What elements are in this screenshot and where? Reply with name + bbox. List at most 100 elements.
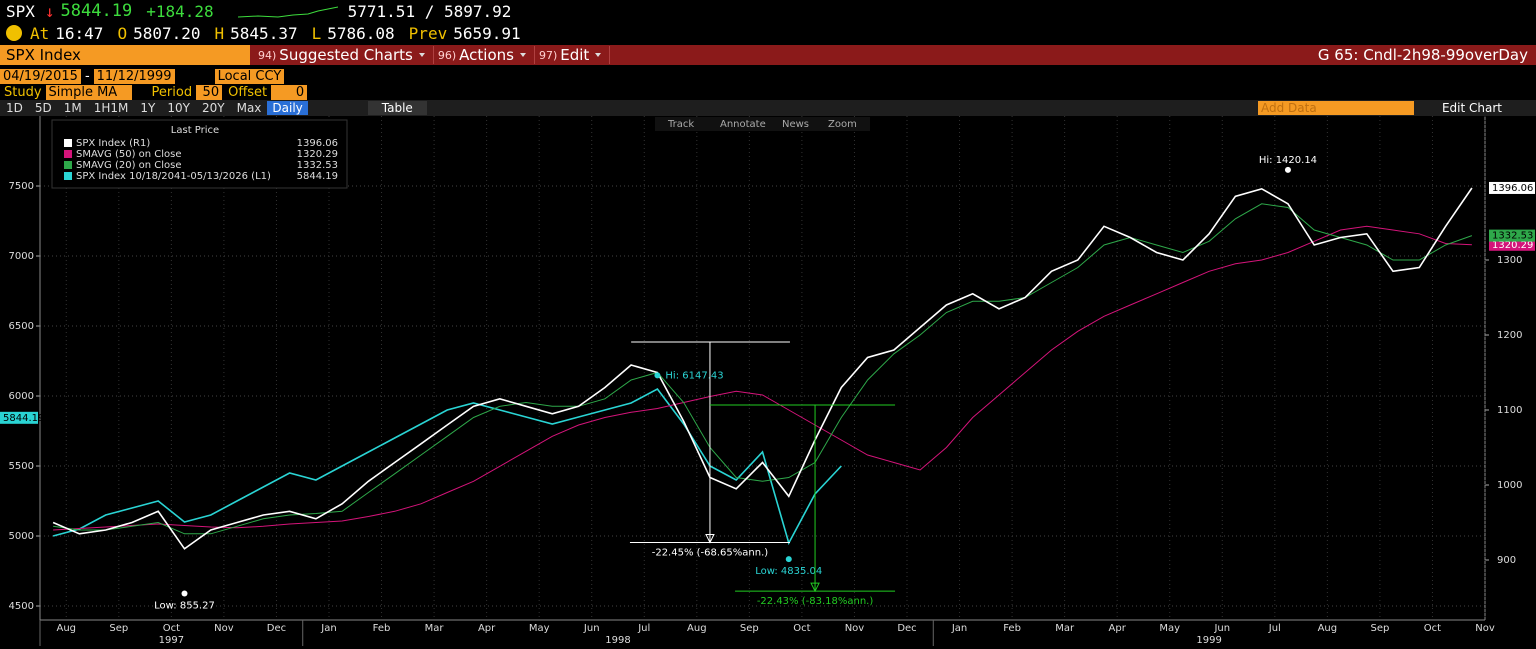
add-data[interactable]: Add Data [1257,101,1414,115]
x-tick-label: Sep [109,623,128,634]
x-tick-label: Oct [163,623,180,634]
menu-arrow [519,53,526,57]
offset-label: Offset [228,84,268,100]
menu[interactable]: 94) Suggested Charts [254,46,434,64]
menu-number: 97) [538,48,558,62]
y2-tick-label: 1100 [1497,405,1522,416]
annotation-label: Hi: 6147.43 [665,370,723,381]
y-tick-label: 7500 [9,181,34,192]
menu-label: Actions [459,46,514,64]
y2-tick-label: 1200 [1497,330,1522,341]
chart-tool[interactable]: Track [667,119,694,130]
series-line [52,187,1473,550]
x-tick-label: Oct [1424,623,1441,634]
chart-tool[interactable]: Annotate [720,119,766,130]
last-tag [1489,181,1535,194]
annotation-marker [181,590,188,597]
y-tick-label: 4500 [9,601,34,612]
quote-label: At [30,23,50,43]
x-tick-label: Apr [1109,623,1127,634]
period[interactable]: 50 [196,84,223,100]
x-tick-label: Jan [320,623,336,634]
end-date[interactable]: 11/12/1999 [93,68,175,84]
x-tick-label: Apr [478,623,496,634]
last-tag [0,411,38,424]
quote-fields: At 16:47 O 5807.20 H 5845.37 L 5786.08 Prev 5659.… [30,24,535,43]
quote-label: H [214,23,225,43]
last-tag-label: 5844.19 [3,413,44,424]
start-date[interactable]: 04/19/2015 [0,68,81,84]
x-tick-label: Jul [637,623,650,634]
legend-title: Last Price [171,125,219,136]
range-button[interactable]: 1H1M [93,101,129,115]
direction: ↓ [44,1,55,21]
series-line [53,203,1473,535]
chart: 4500 5000 5500 6000 6500 7000 7500 900 1000 1100 1… [0,116,1536,649]
last-tag-label: 1396.06 [1492,183,1533,194]
last-tag-label: 1332.53 [1492,231,1533,242]
quote-value: 5786.08 [327,23,395,43]
range-button[interactable]: 1D [6,101,23,115]
measure-arrow [810,582,820,593]
y-tick-label: 5000 [9,531,34,542]
menus: 94) Suggested Charts 96) Actions 97) Edit G 65… [250,45,1536,65]
legend-value: 1396.06 [297,138,338,149]
range-button[interactable]: 10Y [167,101,190,115]
x-tick-label: Dec [267,623,286,634]
menu[interactable]: 97) Edit [535,46,611,64]
range-button[interactable]: 5D [34,101,52,115]
currency[interactable]: Local CCY [214,68,285,84]
clock-icon [6,25,22,41]
menu-bar: SPX Index 94) Suggested Charts 96) Actions 9… [0,45,1536,65]
last-price: 5844.19 [60,1,133,21]
last-tag-label: 1320.29 [1492,240,1533,251]
x-tick-label: May [1159,623,1180,634]
x-tick-label: May [529,623,550,634]
legend-swatch [64,172,72,180]
edit-chart[interactable]: Edit Chart [1441,101,1502,115]
sparkline [237,6,338,18]
study[interactable]: Simple MA [45,84,132,100]
chart-tool[interactable]: News [782,119,809,130]
x-tick-label: Feb [373,623,391,634]
annotation-label: Low: 4835.04 [755,566,822,577]
menu-label: Suggested Charts [279,46,413,64]
legend-box [51,119,348,189]
chart-background [0,116,1536,649]
security[interactable]: SPX Index [0,45,250,65]
annotation-label: Hi: 1420.14 [1259,155,1317,166]
legend-swatch [64,150,72,158]
range-button[interactable]: 1Y [140,101,156,115]
ranges: 1D 5D 1M 1H1M 1Y 10Y 20Y Max [0,101,267,115]
frequency[interactable]: Daily [267,101,308,115]
range-button[interactable]: 1M [63,101,82,115]
table-tab[interactable]: Table [367,101,427,115]
x-tick-label: Sep [1370,623,1389,634]
menu-arrow [418,53,425,57]
x-tick-label: Oct [793,623,810,634]
quote-value: 5659.91 [453,23,521,43]
range-button[interactable]: Max [236,101,262,115]
y2-tick-label: 1000 [1497,480,1522,491]
quote-value: 5807.20 [133,23,201,43]
x-tick-label: Jan [951,623,967,634]
study-label: Study [4,84,42,100]
annotation-marker [654,372,661,379]
x-tick-label: Nov [214,623,234,634]
legend-label: SMAVG (20) on Close [76,160,182,171]
y-tick-label: 6000 [9,391,34,402]
sparkline-line [237,6,338,18]
measure-label: -22.43% (-83.18%ann.) [757,596,874,607]
x-tick-label: Mar [1055,623,1075,634]
menu[interactable]: 96) Actions [434,46,535,64]
ticker: SPX [6,1,35,21]
chart-name[interactable]: G 65: Cndl-2h98-99overDay [1317,46,1528,64]
chart-tool[interactable]: Zoom [828,119,857,130]
measure-arrow [705,533,715,544]
menu-label: Edit [560,46,590,64]
y2-tick-label: 1300 [1497,255,1522,266]
offset[interactable]: 0 [271,84,308,100]
quote-label: O [117,23,128,43]
annotation-marker [1284,166,1291,173]
range-button[interactable]: 20Y [201,101,225,115]
